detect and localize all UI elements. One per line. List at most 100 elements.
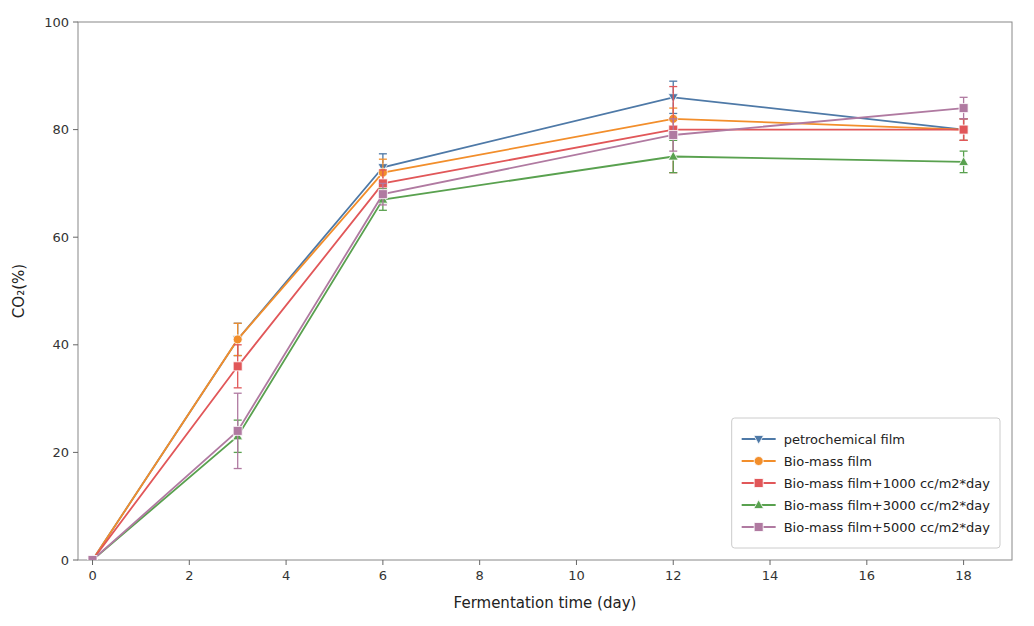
error-bar-cap xyxy=(669,118,677,119)
point xyxy=(88,556,98,560)
y-tick-label: 100 xyxy=(44,15,69,30)
x-tick-label: 4 xyxy=(282,568,290,583)
error-bar-cap xyxy=(234,323,242,324)
x-tick-label: 0 xyxy=(88,568,96,583)
legend-marker xyxy=(754,500,764,509)
error-bar xyxy=(960,119,968,141)
x-tick xyxy=(479,560,480,565)
y-tick xyxy=(73,344,78,345)
x-tick xyxy=(963,560,964,565)
error-bar-cap xyxy=(669,172,677,173)
point xyxy=(959,125,968,134)
y-tick-label: 20 xyxy=(52,445,69,460)
x-tick xyxy=(866,560,867,565)
error-bar-cap xyxy=(669,86,677,87)
x-tick-label: 8 xyxy=(476,568,484,583)
legend-label: Bio-mass film xyxy=(784,454,872,469)
error-bar-cap xyxy=(379,169,387,170)
error-bar-cap xyxy=(960,118,968,119)
legend-box xyxy=(732,418,1000,548)
point xyxy=(959,125,968,134)
x-tick-label: 16 xyxy=(859,568,876,583)
legend-label: Bio-mass film+3000 cc/m2*day xyxy=(784,498,991,513)
x-tick-label: 2 xyxy=(185,568,193,583)
error-bar-cap xyxy=(669,81,677,82)
x-tick-label: 18 xyxy=(955,568,972,583)
x-tick-label: 6 xyxy=(379,568,387,583)
point xyxy=(959,126,969,135)
y-tick xyxy=(73,129,78,130)
error-bar xyxy=(960,119,968,141)
error-bar xyxy=(669,119,677,151)
point xyxy=(959,157,969,166)
y-axis-label: CO₂(%) xyxy=(10,264,28,318)
plot-frame xyxy=(78,22,1012,560)
point xyxy=(233,426,242,435)
point xyxy=(88,556,97,561)
x-tick-label: 10 xyxy=(568,568,585,583)
error-bar-cap xyxy=(379,210,387,211)
point xyxy=(959,104,968,113)
error-bar-cap xyxy=(960,118,968,119)
x-tick xyxy=(576,560,577,565)
y-tick xyxy=(73,560,78,561)
legend-label: petrochemical film xyxy=(784,432,905,447)
x-tick xyxy=(92,560,93,565)
error-bar-cap xyxy=(379,153,387,154)
legend-marker xyxy=(754,479,763,488)
legend-marker xyxy=(754,457,763,466)
error-bar xyxy=(234,393,242,468)
point xyxy=(88,556,97,561)
error-bar-cap xyxy=(960,140,968,141)
point xyxy=(668,151,678,160)
error-bar-cap xyxy=(960,118,968,119)
x-tick-label: 12 xyxy=(665,568,682,583)
point xyxy=(88,555,98,560)
y-tick xyxy=(73,452,78,453)
error-bar-cap xyxy=(234,323,242,324)
error-bar-cap xyxy=(960,140,968,141)
point xyxy=(233,362,242,371)
error-bar xyxy=(960,119,968,141)
point xyxy=(669,130,678,139)
error-bar-cap xyxy=(669,172,677,173)
point xyxy=(378,190,387,199)
error-bar xyxy=(379,183,387,205)
x-tick xyxy=(673,560,674,565)
y-tick-label: 0 xyxy=(61,553,69,568)
x-tick-label: 14 xyxy=(762,568,779,583)
error-bar-cap xyxy=(960,97,968,98)
x-axis-label: Fermentation time (day) xyxy=(454,594,637,612)
error-bar xyxy=(960,97,968,119)
error-bar-cap xyxy=(234,393,242,394)
error-bar-cap xyxy=(379,183,387,184)
error-bar-cap xyxy=(960,172,968,173)
error-bar-cap xyxy=(379,204,387,205)
error-bar-cap xyxy=(379,159,387,160)
error-bar-cap xyxy=(669,150,677,151)
legend-label: Bio-mass film+1000 cc/m2*day xyxy=(784,476,991,491)
y-tick-label: 80 xyxy=(52,122,69,137)
error-bar-cap xyxy=(960,140,968,141)
x-tick xyxy=(286,560,287,565)
point xyxy=(88,556,97,561)
y-tick xyxy=(73,22,78,23)
error-bar-cap xyxy=(234,387,242,388)
x-tick xyxy=(770,560,771,565)
point xyxy=(233,335,242,344)
error-bar-cap xyxy=(960,150,968,151)
y-tick-label: 40 xyxy=(52,337,69,352)
error-bar-cap xyxy=(234,344,242,345)
error-bar xyxy=(960,151,968,173)
error-bar xyxy=(669,87,677,173)
legend: petrochemical film Bio-mass film Bio-mass … xyxy=(732,418,1000,548)
x-tick xyxy=(382,560,383,565)
y-tick xyxy=(73,237,78,238)
legend-marker xyxy=(754,523,763,532)
y-tick-label: 60 xyxy=(52,230,69,245)
error-bar xyxy=(234,345,242,388)
legend-marker xyxy=(754,435,764,444)
chart: 0 2 4 6 8 10 12 14 16 18 0 20 40 60 80 100 Fermentation … xyxy=(0,0,1034,626)
error-bar-cap xyxy=(960,118,968,119)
legend-label: Bio-mass film+5000 cc/m2*day xyxy=(784,520,991,535)
